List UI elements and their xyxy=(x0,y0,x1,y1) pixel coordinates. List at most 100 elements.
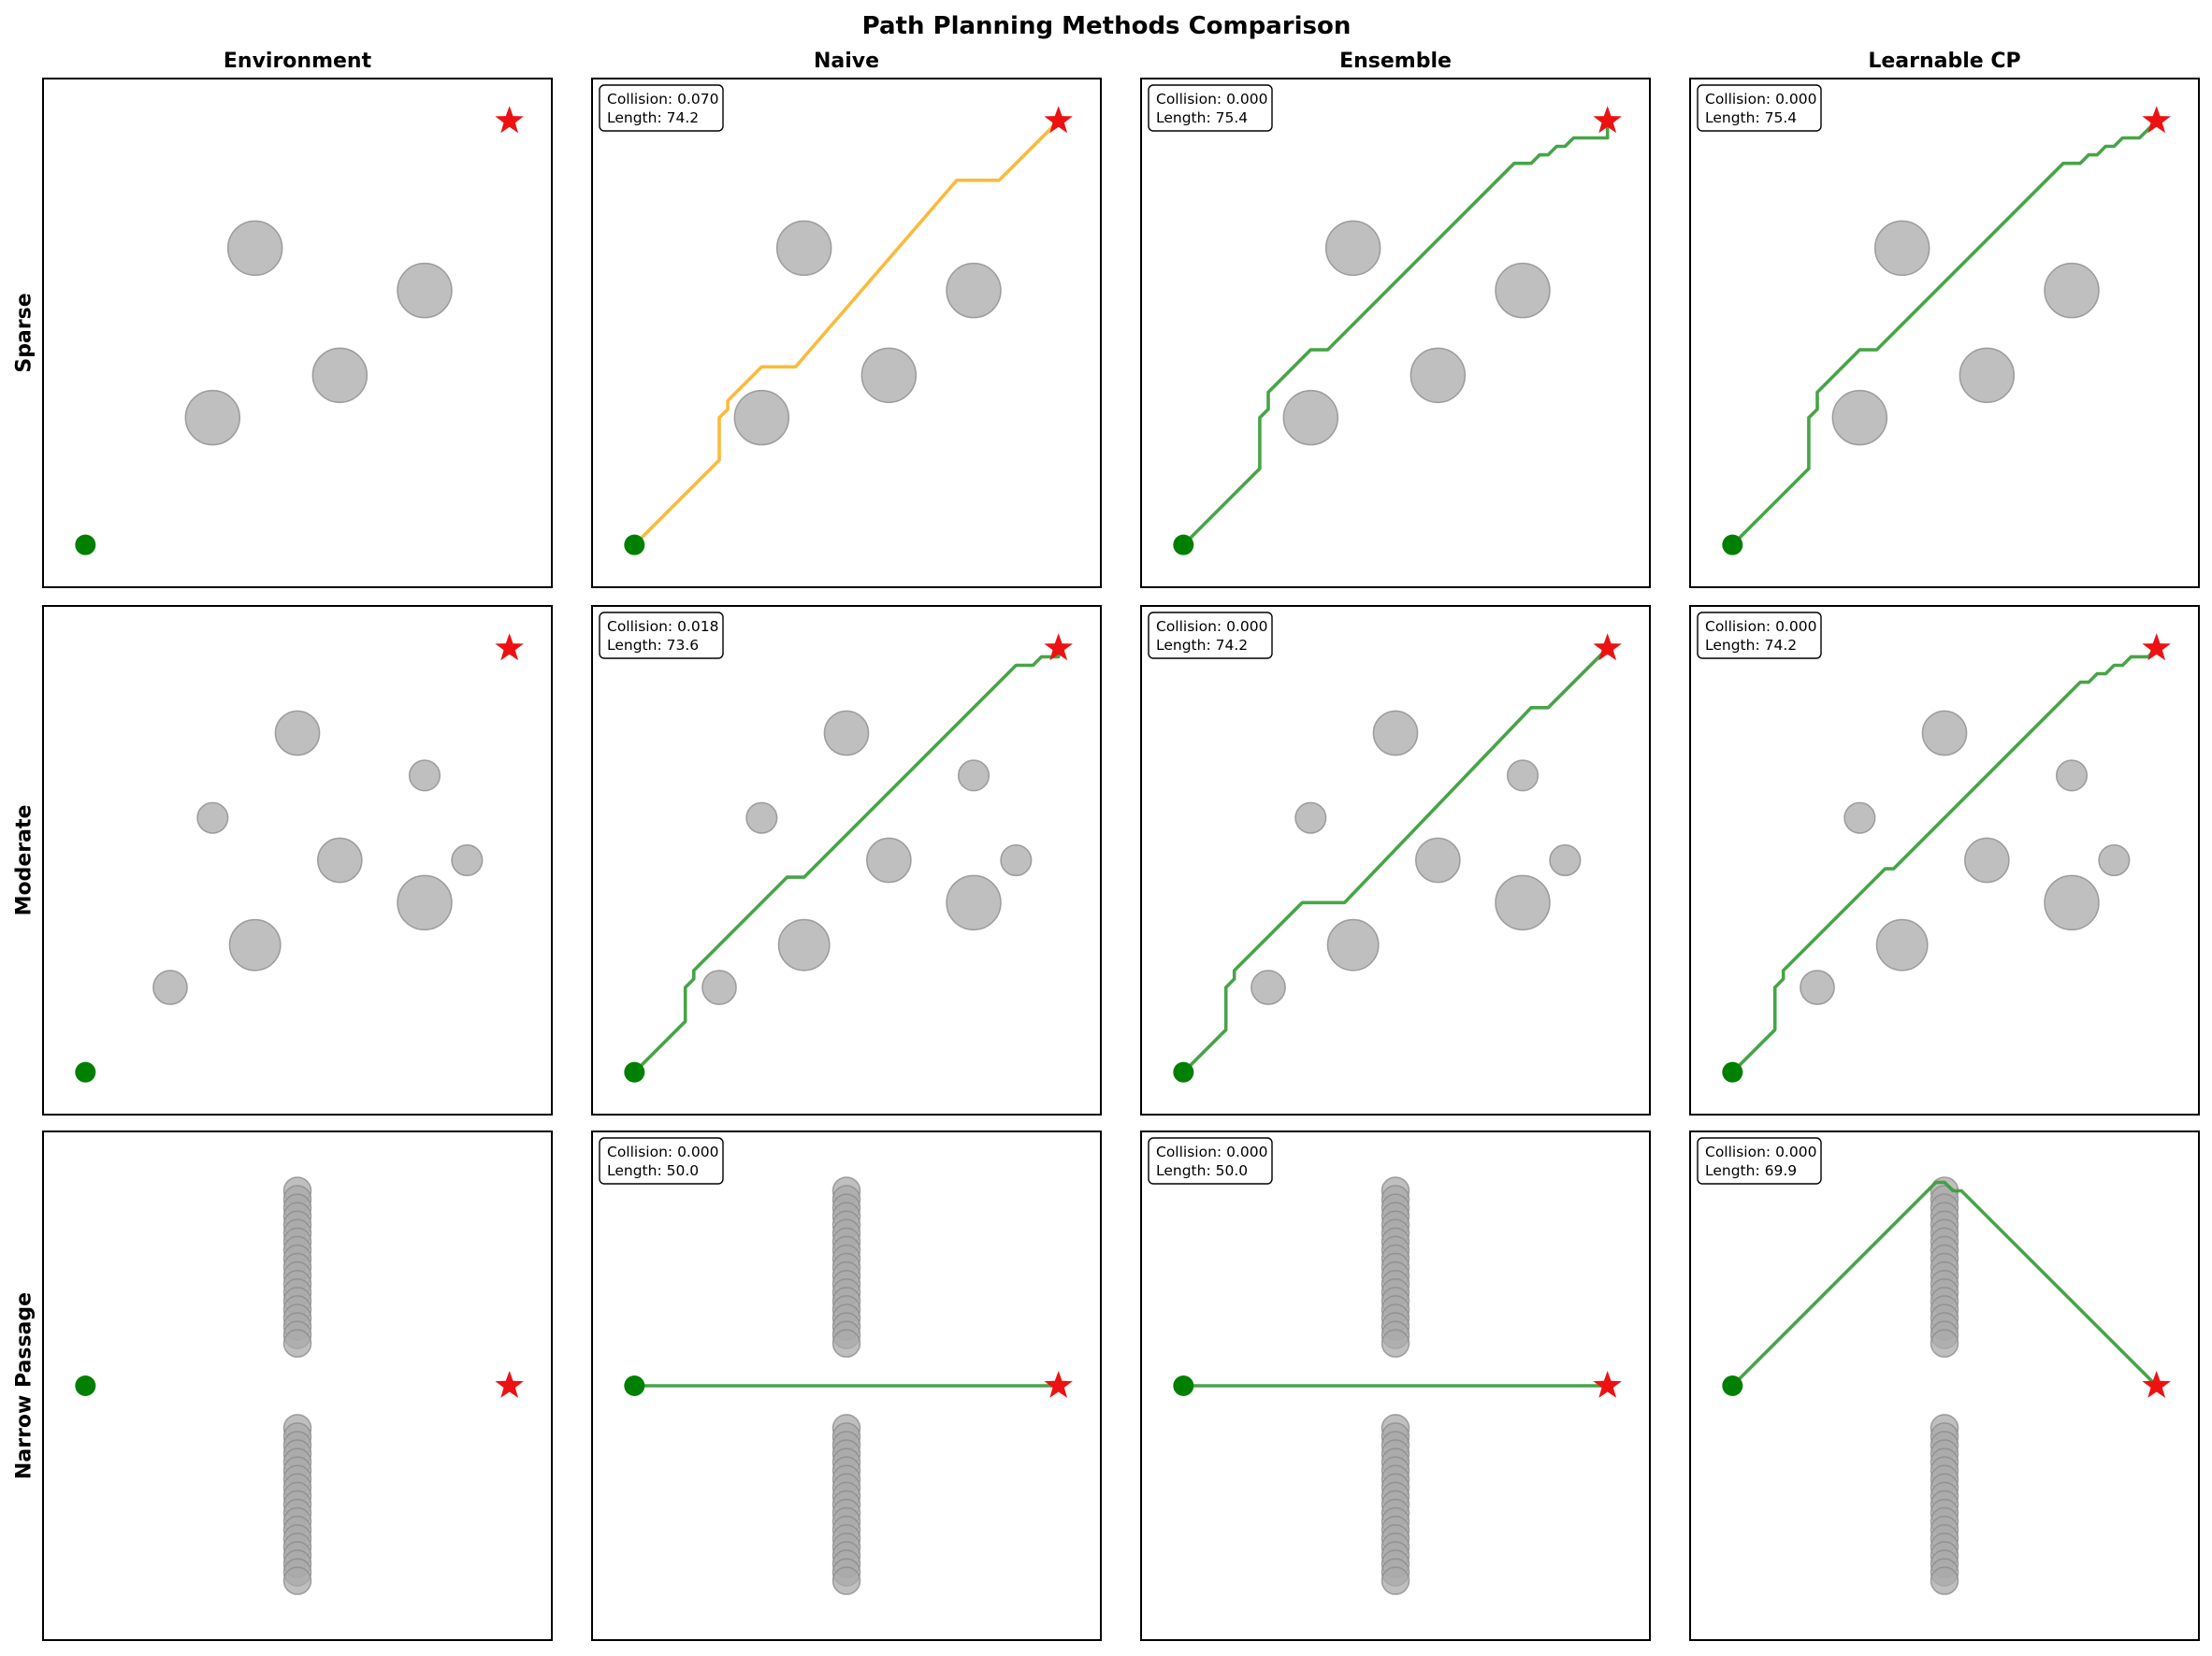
obstacle xyxy=(397,262,453,319)
metrics-box xyxy=(1697,1137,1822,1185)
obstacle xyxy=(1326,918,1380,972)
metrics-box xyxy=(1148,612,1273,659)
figure-title: Path Planning Methods Comparison xyxy=(862,12,1352,40)
obstacle xyxy=(1324,220,1381,277)
planned-path xyxy=(632,119,1061,547)
obstacle xyxy=(1282,389,1339,446)
column-header-naive: Naive xyxy=(814,50,879,73)
obstacle xyxy=(317,837,363,884)
panel-moderate-ensemble: Collision: 0.000 Length: 74.2 xyxy=(1140,605,1651,1116)
obstacle xyxy=(1549,843,1582,877)
obstacle xyxy=(1959,347,2016,404)
goal-star-icon xyxy=(495,633,524,661)
panel-frame xyxy=(591,605,1102,1116)
obstacle xyxy=(152,970,188,1005)
obstacle xyxy=(775,220,832,277)
goal-star-icon xyxy=(1593,106,1622,134)
start-marker xyxy=(1173,534,1194,555)
length-label: Length: 74.2 xyxy=(1156,637,1248,654)
panel-narrow-passage-learnable-cp: Collision: 0.000 Length: 69.9 xyxy=(1689,1130,2200,1641)
goal-star-icon xyxy=(1044,106,1073,134)
collision-label: Collision: 0.000 xyxy=(607,1144,718,1160)
obstacle xyxy=(1294,801,1327,834)
collision-label: Collision: 0.000 xyxy=(1156,618,1267,635)
start-marker xyxy=(1722,534,1743,555)
obstacle xyxy=(2044,262,2100,319)
obstacle xyxy=(311,347,369,404)
obstacle xyxy=(408,759,441,792)
obstacle xyxy=(823,710,870,756)
goal-star-icon xyxy=(495,106,524,134)
obstacle xyxy=(2044,874,2100,931)
metrics-box xyxy=(599,1137,724,1185)
obstacle xyxy=(397,874,453,931)
obstacle xyxy=(1000,843,1033,877)
start-marker xyxy=(624,534,645,555)
length-label: Length: 75.4 xyxy=(1705,109,1797,126)
start-marker xyxy=(1173,1061,1194,1083)
obstacle xyxy=(777,918,831,972)
obstacle xyxy=(733,389,790,446)
obstacle xyxy=(1964,837,2010,884)
panel-frame xyxy=(1140,605,1651,1116)
obstacle xyxy=(282,1566,312,1595)
collision-label: Collision: 0.000 xyxy=(1705,1144,1816,1160)
goal-star-icon xyxy=(1593,1371,1622,1398)
panel-narrow-passage-naive: Collision: 0.000 Length: 50.0 xyxy=(591,1130,1102,1641)
obstacle xyxy=(1930,1329,1959,1358)
length-label: Length: 69.9 xyxy=(1705,1162,1797,1179)
column-header-environment: Environment xyxy=(224,50,372,73)
obstacle xyxy=(451,843,484,877)
obstacle xyxy=(831,1566,861,1595)
panel-frame xyxy=(42,78,553,588)
panel-frame xyxy=(1140,1130,1651,1641)
obstacle xyxy=(1843,801,1876,834)
planned-path xyxy=(1730,1180,2159,1388)
goal-star-icon xyxy=(2142,106,2171,134)
length-label: Length: 50.0 xyxy=(607,1162,699,1179)
start-marker xyxy=(624,1061,645,1083)
obstacle xyxy=(228,918,282,972)
obstacle xyxy=(1506,759,1540,792)
obstacle xyxy=(282,1329,312,1358)
metrics-box xyxy=(599,84,724,132)
obstacle xyxy=(1831,389,1888,446)
obstacle xyxy=(860,347,918,404)
goal-star-icon xyxy=(1044,633,1073,661)
goal-star-icon xyxy=(1044,1371,1073,1398)
panel-frame xyxy=(1689,78,2200,588)
obstacle xyxy=(701,970,737,1005)
planned-path xyxy=(1181,646,1610,1074)
start-marker xyxy=(1722,1375,1743,1396)
metrics-box xyxy=(1148,84,1273,132)
panel-frame xyxy=(1689,1130,2200,1641)
start-marker xyxy=(75,534,96,555)
panel-frame xyxy=(42,1130,553,1641)
goal-star-icon xyxy=(2142,633,2171,661)
collision-label: Collision: 0.018 xyxy=(607,618,718,635)
panel-frame xyxy=(591,78,1102,588)
row-header-sparse: Sparse xyxy=(13,293,36,372)
obstacle xyxy=(1800,970,1835,1005)
metrics-box xyxy=(1697,84,1822,132)
row-header-moderate: Moderate xyxy=(13,805,36,916)
obstacle xyxy=(745,801,778,834)
metrics-box xyxy=(599,612,724,659)
goal-star-icon xyxy=(2142,1371,2171,1398)
start-marker xyxy=(1173,1375,1194,1396)
panel-moderate-learnable-cp: Collision: 0.000 Length: 74.2 xyxy=(1689,605,2200,1116)
goal-star-icon xyxy=(1593,633,1622,661)
obstacle xyxy=(184,389,241,446)
planned-path xyxy=(1181,119,1610,547)
obstacle xyxy=(2098,843,2131,877)
panel-frame xyxy=(42,605,553,1116)
collision-label: Collision: 0.070 xyxy=(607,91,718,108)
obstacle xyxy=(1495,262,1551,319)
panel-narrow-passage-ensemble: Collision: 0.000 Length: 50.0 xyxy=(1140,1130,1651,1641)
row-header-narrow-passage: Narrow Passage xyxy=(13,1292,36,1479)
